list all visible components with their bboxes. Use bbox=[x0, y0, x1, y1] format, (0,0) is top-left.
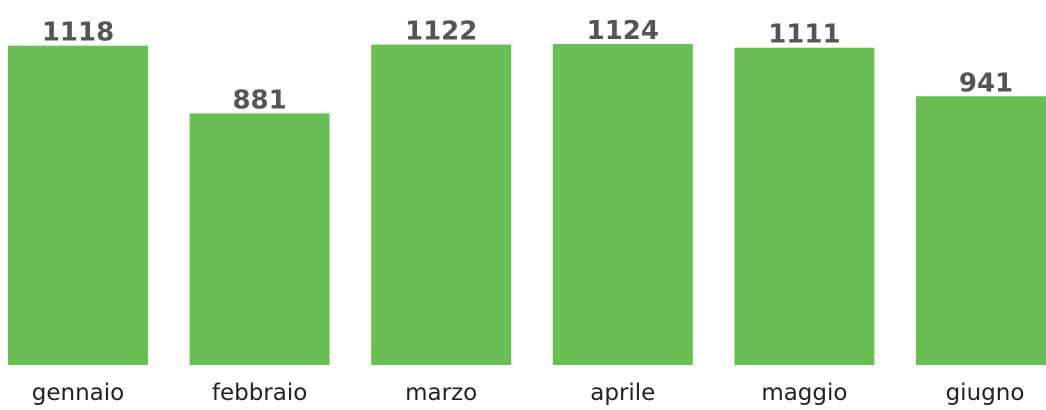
x-tick-label: gennaio bbox=[32, 380, 124, 406]
x-tick-label: aprile bbox=[590, 380, 655, 406]
x-tick-label: marzo bbox=[405, 380, 477, 406]
bar bbox=[916, 96, 1046, 366]
bar bbox=[8, 45, 148, 365]
bar bbox=[734, 47, 875, 365]
bar bbox=[552, 44, 693, 365]
data-label: 881 bbox=[232, 85, 286, 115]
x-tick-label: giugno bbox=[946, 380, 1025, 406]
bar bbox=[189, 113, 330, 365]
data-label: 1111 bbox=[768, 20, 840, 50]
data-label: 1118 bbox=[42, 18, 114, 48]
x-tick-label: febbraio bbox=[212, 380, 307, 406]
data-label: 1122 bbox=[405, 17, 477, 47]
data-label: 941 bbox=[959, 68, 1013, 98]
x-tick-label: maggio bbox=[761, 380, 847, 406]
bar bbox=[371, 44, 512, 366]
data-label: 1124 bbox=[587, 16, 659, 46]
